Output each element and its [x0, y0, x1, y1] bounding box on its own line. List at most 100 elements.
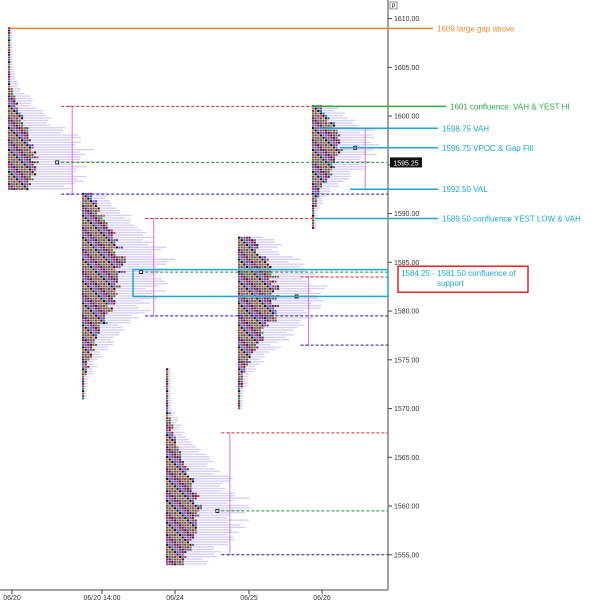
tpo-block — [97, 261, 100, 264]
tpo-block — [8, 34, 11, 37]
tpo-block — [97, 239, 100, 242]
tpo-block — [171, 531, 174, 534]
tpo-block — [245, 275, 248, 278]
tpo-block — [84, 353, 87, 356]
tpo-block — [264, 307, 267, 310]
volume-bar — [171, 421, 177, 424]
tpo-block — [97, 307, 100, 310]
tpo-block — [28, 168, 31, 171]
tpo-block — [102, 265, 105, 268]
tpo-block — [261, 322, 264, 324]
tpo-block — [314, 122, 317, 125]
volume-bar — [10, 58, 13, 61]
tpo-block — [82, 197, 85, 200]
tpo-block — [97, 265, 100, 268]
tpo-block — [18, 139, 21, 142]
tpo-block — [173, 555, 176, 558]
tpo-block — [238, 363, 241, 366]
tpo-block — [8, 134, 11, 137]
tpo-block — [89, 322, 92, 324]
tpo-block — [269, 319, 272, 322]
tpo-block — [113, 256, 116, 259]
volume-bar — [264, 331, 287, 334]
tpo-block — [110, 292, 113, 295]
tpo-block — [89, 241, 92, 244]
volume-bar — [34, 153, 86, 156]
tpo-block — [87, 285, 90, 288]
tpo-block — [89, 224, 92, 227]
tpo-block — [238, 312, 241, 315]
tpo-block — [100, 236, 103, 239]
tpo-block — [113, 278, 116, 281]
profiles-layer — [8, 27, 380, 566]
tpo-block — [10, 122, 13, 125]
tpo-block — [100, 248, 103, 251]
tpo-block — [95, 224, 98, 227]
tpo-block — [92, 258, 95, 261]
tpo-block — [82, 212, 85, 215]
tpo-block — [97, 248, 100, 251]
tpo-block — [251, 307, 254, 310]
volume-bar — [108, 322, 132, 324]
tpo-block — [189, 487, 192, 490]
volume-bar — [256, 251, 279, 253]
tpo-block — [97, 251, 100, 254]
tpo-block — [184, 551, 187, 554]
volume-bar — [168, 368, 171, 370]
tpo-block — [166, 524, 169, 527]
tpo-block — [264, 261, 267, 264]
tpo-block — [179, 485, 182, 488]
tpo-block — [171, 446, 174, 449]
tpo-block — [84, 361, 87, 363]
tpo-block — [82, 263, 85, 266]
tpo-block — [312, 122, 315, 125]
tpo-block — [264, 292, 267, 295]
volume-bar — [271, 270, 306, 273]
tpo-block — [95, 287, 98, 290]
tpo-block — [92, 290, 95, 293]
tpo-block — [245, 346, 248, 349]
volume-bar — [113, 309, 151, 312]
tpo-block — [176, 524, 179, 527]
tpo-block — [97, 270, 100, 273]
volume-bar — [118, 239, 144, 241]
tpo-block — [82, 283, 85, 285]
price-tick-label: 1555.00 — [394, 552, 419, 559]
tpo-block — [261, 280, 264, 283]
tpo-block — [92, 200, 95, 203]
tpo-block — [92, 280, 95, 283]
tpo-block — [23, 129, 26, 132]
tpo-block — [248, 280, 251, 283]
tpo-block — [245, 317, 248, 320]
tpo-block — [192, 519, 195, 522]
tpo-block — [166, 534, 169, 536]
tpo-block — [240, 241, 243, 244]
volume-bar — [105, 219, 131, 222]
tpo-block — [166, 402, 169, 405]
tpo-block — [327, 141, 330, 144]
tpo-block — [113, 280, 116, 283]
tpo-block — [312, 212, 315, 215]
tpo-block — [173, 548, 176, 551]
tpo-block — [110, 300, 113, 303]
volume-bar — [171, 429, 180, 431]
price-tick-label: 1580.00 — [394, 309, 419, 316]
volume-bar — [113, 297, 158, 299]
tpo-block — [243, 317, 246, 320]
volume-bar — [87, 370, 94, 373]
tpo-block — [89, 202, 92, 205]
tpo-block — [189, 543, 192, 546]
volume-bar — [95, 341, 115, 343]
tpo-block — [108, 278, 111, 281]
tpo-block — [13, 134, 16, 137]
tpo-block — [314, 197, 317, 200]
tpo-block — [89, 219, 92, 222]
tpo-block — [317, 107, 320, 110]
volume-bar — [240, 397, 243, 399]
support-label-line: support — [437, 279, 464, 288]
tpo-block — [256, 273, 259, 276]
tpo-block — [189, 495, 192, 497]
tpo-block — [319, 173, 322, 176]
volume-bar — [118, 273, 156, 275]
tpo-block — [87, 195, 90, 198]
